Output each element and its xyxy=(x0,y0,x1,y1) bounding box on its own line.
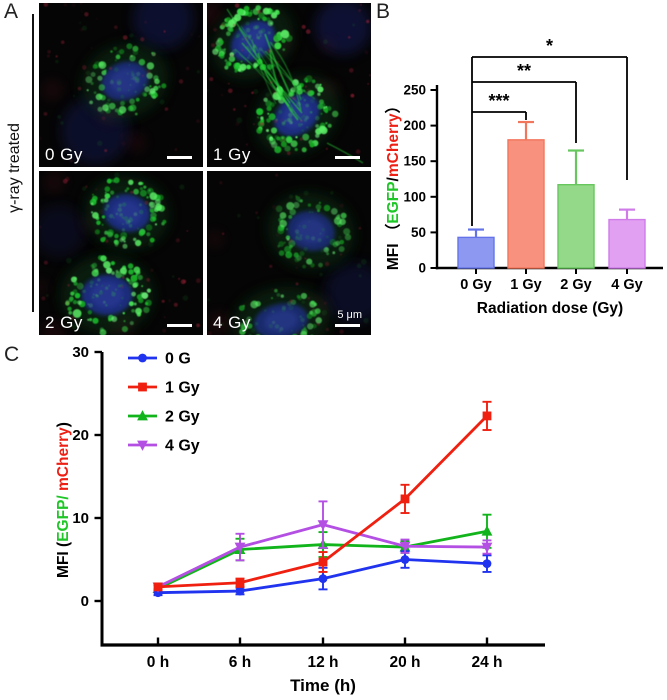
y-tick-label: 30 xyxy=(72,344,89,361)
scale-bar xyxy=(335,324,360,327)
significance-label: *** xyxy=(488,91,509,111)
micrograph-2gy: 2 Gy xyxy=(39,171,203,335)
x-tick-label: 4 Gy xyxy=(611,277,642,293)
y-tick-label: 150 xyxy=(403,154,426,169)
y-tick-label: 0 xyxy=(81,593,89,610)
bar-0gy xyxy=(457,236,495,269)
scale-bar xyxy=(167,156,192,159)
micrograph-1gy: 1 Gy xyxy=(207,3,371,167)
micrograph-0gy: 0 Gy xyxy=(39,3,203,167)
x-tick-label: 1 Gy xyxy=(510,277,541,293)
bar-4gy xyxy=(608,218,646,269)
panel-a-bracket-line xyxy=(32,14,34,312)
micrograph-0gy-art xyxy=(39,3,203,167)
legend-label-2gy: 2 Gy xyxy=(165,409,200,426)
micrograph-4gy: 4 Gy 5 μm xyxy=(207,171,371,335)
significance-label: * xyxy=(546,36,553,56)
micrograph-2gy-art xyxy=(39,171,203,335)
y-tick-label: 100 xyxy=(403,189,426,204)
y-axis-title: MFI (EGFP/ mCherry) xyxy=(55,422,72,578)
gamma-ray-treated-label: γ-ray treated xyxy=(6,123,23,213)
panel-c-letter: C xyxy=(4,343,20,366)
series-0g xyxy=(153,550,492,598)
panel-b-plot: 0 50 100 150 200 250 0 Gy 1 Gy 2 Gy 4 Gy Radiation… xyxy=(384,36,663,317)
series-1gy xyxy=(153,400,492,592)
scale-bar-text: 5 μm xyxy=(337,309,362,321)
bar-chart-mfi-vs-dose: 0 50 100 150 200 250 0 Gy 1 Gy 2 Gy 4 Gy Radiation… xyxy=(384,36,663,317)
micrograph-1gy-art xyxy=(207,3,371,167)
micrograph-4gy-art xyxy=(207,171,371,335)
y-tick-label: 50 xyxy=(411,225,426,240)
legend-label-0g: 0 G xyxy=(165,351,191,368)
micrograph-label-4gy: 4 Gy xyxy=(213,313,251,332)
x-tick-label: 24 h xyxy=(471,654,502,671)
scale-bar xyxy=(335,156,360,159)
y-axis-title: MFI （EGFP/mCherry） xyxy=(384,98,402,270)
micrograph-label-2gy: 2 Gy xyxy=(45,313,83,332)
panel-a-letter: A xyxy=(4,0,19,23)
y-tick-label: 20 xyxy=(72,427,89,444)
y-tick-label: 200 xyxy=(403,118,426,133)
bar-1gy xyxy=(507,139,545,269)
x-tick-label: 12 h xyxy=(307,654,338,671)
y-tick-label: 0 xyxy=(418,261,426,276)
x-tick-label: 2 Gy xyxy=(560,277,591,293)
scale-bar xyxy=(167,324,192,327)
legend-label-1gy: 1 Gy xyxy=(165,380,200,397)
micrograph-label-0gy: 0 Gy xyxy=(45,145,83,164)
micrograph-label-1gy: 1 Gy xyxy=(213,145,251,164)
x-tick-label: 20 h xyxy=(389,654,420,671)
x-tick-label: 6 h xyxy=(229,654,251,671)
x-axis-title: Time (h) xyxy=(290,676,356,695)
y-tick-label: 10 xyxy=(72,510,89,527)
bar-2gy xyxy=(557,183,595,269)
x-tick-label: 0 Gy xyxy=(460,277,491,293)
y-tick-label: 250 xyxy=(403,83,426,98)
x-axis-title: Radiation dose (Gy) xyxy=(477,300,623,317)
line-chart-mfi-vs-time: 0 10 20 30 0 h 6 h 12 h 20 h 24 h Time (h) MFI (EG… xyxy=(55,344,545,695)
legend: 0 G 1 Gy 2 Gy 4 Gy xyxy=(128,351,200,455)
x-tick-label: 0 h xyxy=(147,654,169,671)
legend-label-4gy: 4 Gy xyxy=(165,438,200,455)
significance-label: ** xyxy=(517,61,531,81)
panel-b-letter: B xyxy=(376,0,391,23)
panel-c-plot: 0 10 20 30 0 h 6 h 12 h 20 h 24 h Time (h) MFI (EG… xyxy=(55,344,545,695)
